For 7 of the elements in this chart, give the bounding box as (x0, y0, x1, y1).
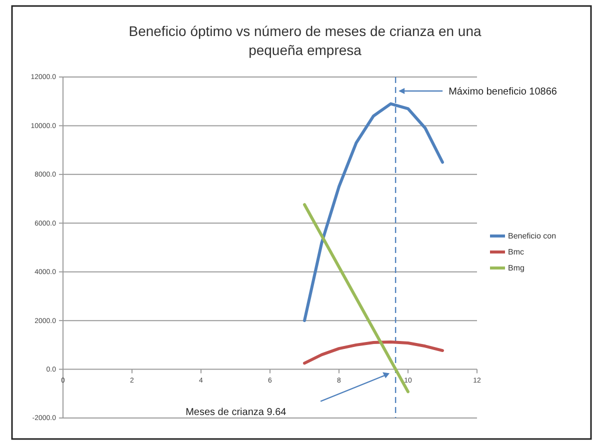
chart-title: Beneficio óptimo vs número de meses de crianza en una pequeña empresa (128, 23, 482, 58)
legend-label: Beneficio con (508, 232, 556, 241)
annotation: Máximo beneficio 10866 (448, 86, 558, 98)
line-series (303, 340, 444, 365)
legend-label: Bmg (508, 264, 524, 273)
annotation: Meses de crianza 9.64 (186, 406, 287, 418)
legend-label: Bmc (508, 248, 524, 257)
